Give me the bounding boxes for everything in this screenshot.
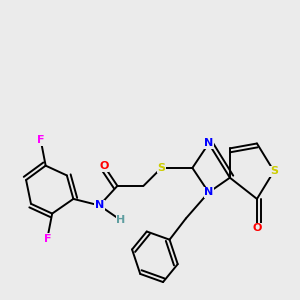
Text: O: O [252,223,262,233]
Text: F: F [37,135,44,145]
Text: F: F [44,234,51,244]
Text: H: H [116,215,125,225]
Text: N: N [95,200,104,210]
Text: N: N [204,188,213,197]
Text: O: O [100,161,109,171]
Text: S: S [270,166,278,176]
Text: N: N [204,139,213,148]
Text: S: S [158,163,165,173]
